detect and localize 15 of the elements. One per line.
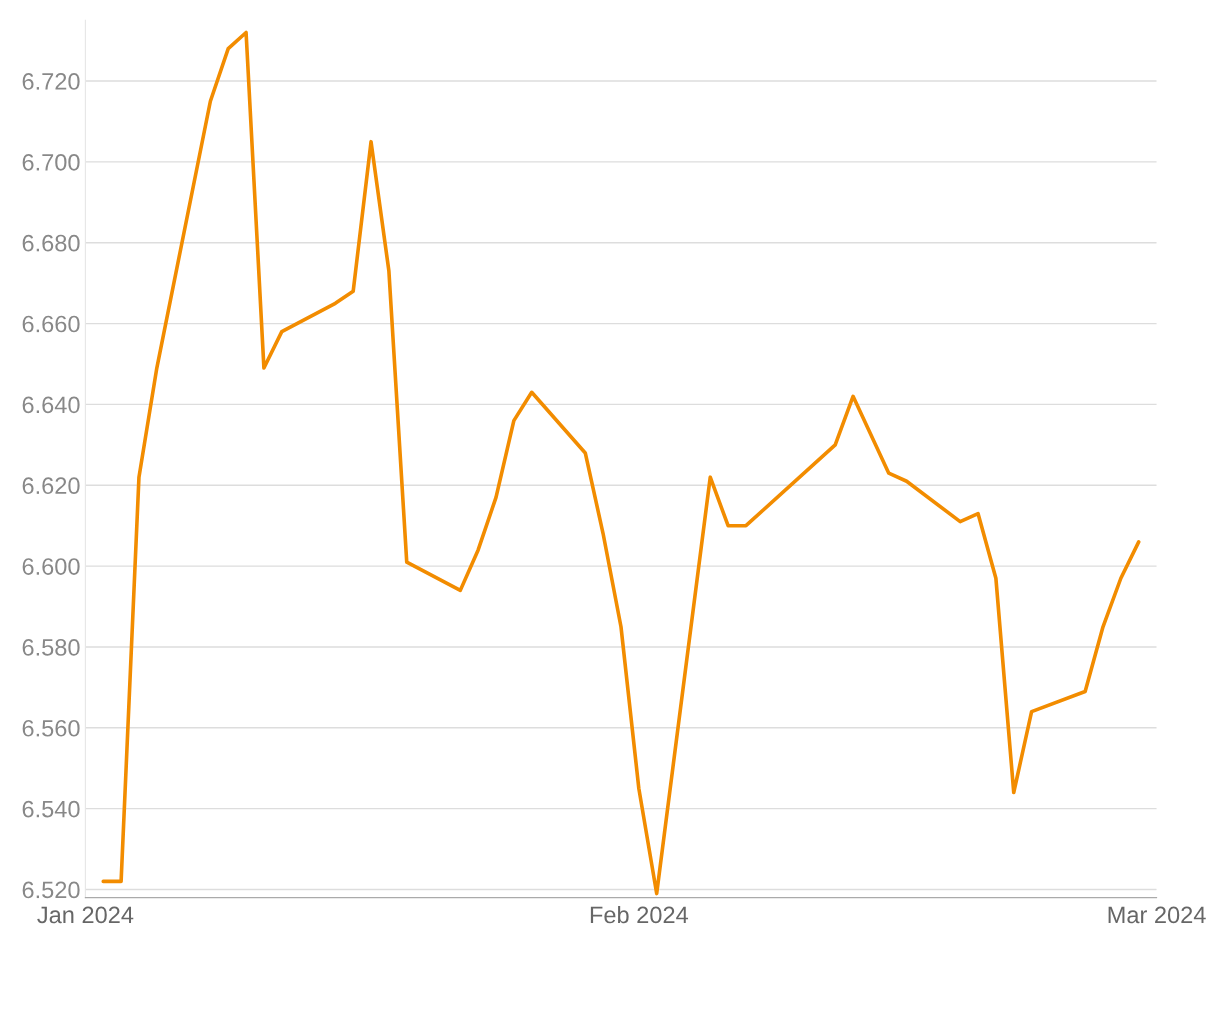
y-tick-label: 6.620 bbox=[22, 477, 80, 495]
y-tick-label: 6.580 bbox=[22, 639, 80, 656]
y-tick-label: 6.640 bbox=[22, 396, 80, 414]
y-tick-label: 6.560 bbox=[22, 719, 80, 737]
y-tick-label: 6.520 bbox=[22, 881, 80, 899]
y-tick-label: 6.680 bbox=[22, 234, 80, 252]
y-tick-label: 6.660 bbox=[22, 315, 80, 333]
line-series bbox=[101, 30, 1141, 896]
y-tick-label: 6.720 bbox=[22, 73, 80, 90]
y-tick-label: 6.540 bbox=[22, 800, 80, 818]
y-tick-label: 6.600 bbox=[22, 558, 80, 575]
x-tick-label: Mar 2024 bbox=[1108, 906, 1206, 924]
x-tick-label: Feb 2024 bbox=[590, 905, 689, 924]
y-tick-label: 6.700 bbox=[22, 153, 80, 171]
x-tick-label: Jan 2024 bbox=[37, 906, 134, 924]
